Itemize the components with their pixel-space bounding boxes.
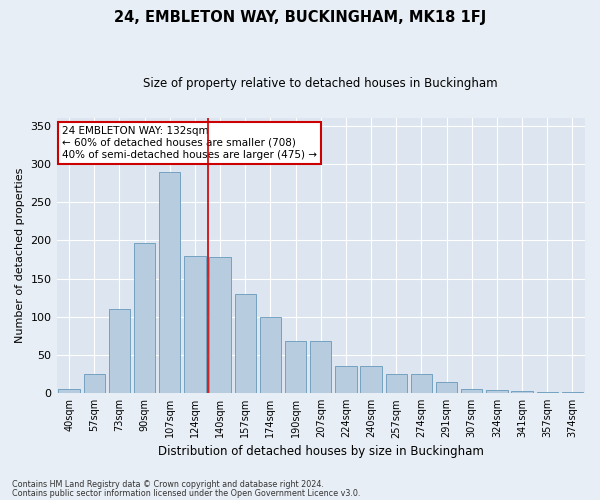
Bar bbox=[159, 172, 181, 393]
Bar bbox=[109, 309, 130, 393]
Text: Contains HM Land Registry data © Crown copyright and database right 2024.: Contains HM Land Registry data © Crown c… bbox=[12, 480, 324, 489]
Bar bbox=[260, 317, 281, 393]
X-axis label: Distribution of detached houses by size in Buckingham: Distribution of detached houses by size … bbox=[158, 444, 484, 458]
Bar bbox=[436, 382, 457, 393]
Bar bbox=[411, 374, 432, 393]
Bar bbox=[361, 366, 382, 393]
Text: 24 EMBLETON WAY: 132sqm
← 60% of detached houses are smaller (708)
40% of semi-d: 24 EMBLETON WAY: 132sqm ← 60% of detache… bbox=[62, 126, 317, 160]
Text: Contains public sector information licensed under the Open Government Licence v3: Contains public sector information licen… bbox=[12, 488, 361, 498]
Bar bbox=[134, 242, 155, 393]
Bar bbox=[461, 388, 482, 393]
Bar bbox=[536, 392, 558, 393]
Title: Size of property relative to detached houses in Buckingham: Size of property relative to detached ho… bbox=[143, 78, 498, 90]
Bar bbox=[335, 366, 356, 393]
Bar bbox=[209, 257, 231, 393]
Bar bbox=[310, 341, 331, 393]
Bar bbox=[184, 256, 206, 393]
Bar bbox=[486, 390, 508, 393]
Bar bbox=[511, 391, 533, 393]
Bar bbox=[562, 392, 583, 393]
Bar bbox=[386, 374, 407, 393]
Text: 24, EMBLETON WAY, BUCKINGHAM, MK18 1FJ: 24, EMBLETON WAY, BUCKINGHAM, MK18 1FJ bbox=[114, 10, 486, 25]
Y-axis label: Number of detached properties: Number of detached properties bbox=[15, 168, 25, 344]
Bar bbox=[58, 390, 80, 393]
Bar bbox=[285, 341, 307, 393]
Bar bbox=[235, 294, 256, 393]
Bar bbox=[83, 374, 105, 393]
